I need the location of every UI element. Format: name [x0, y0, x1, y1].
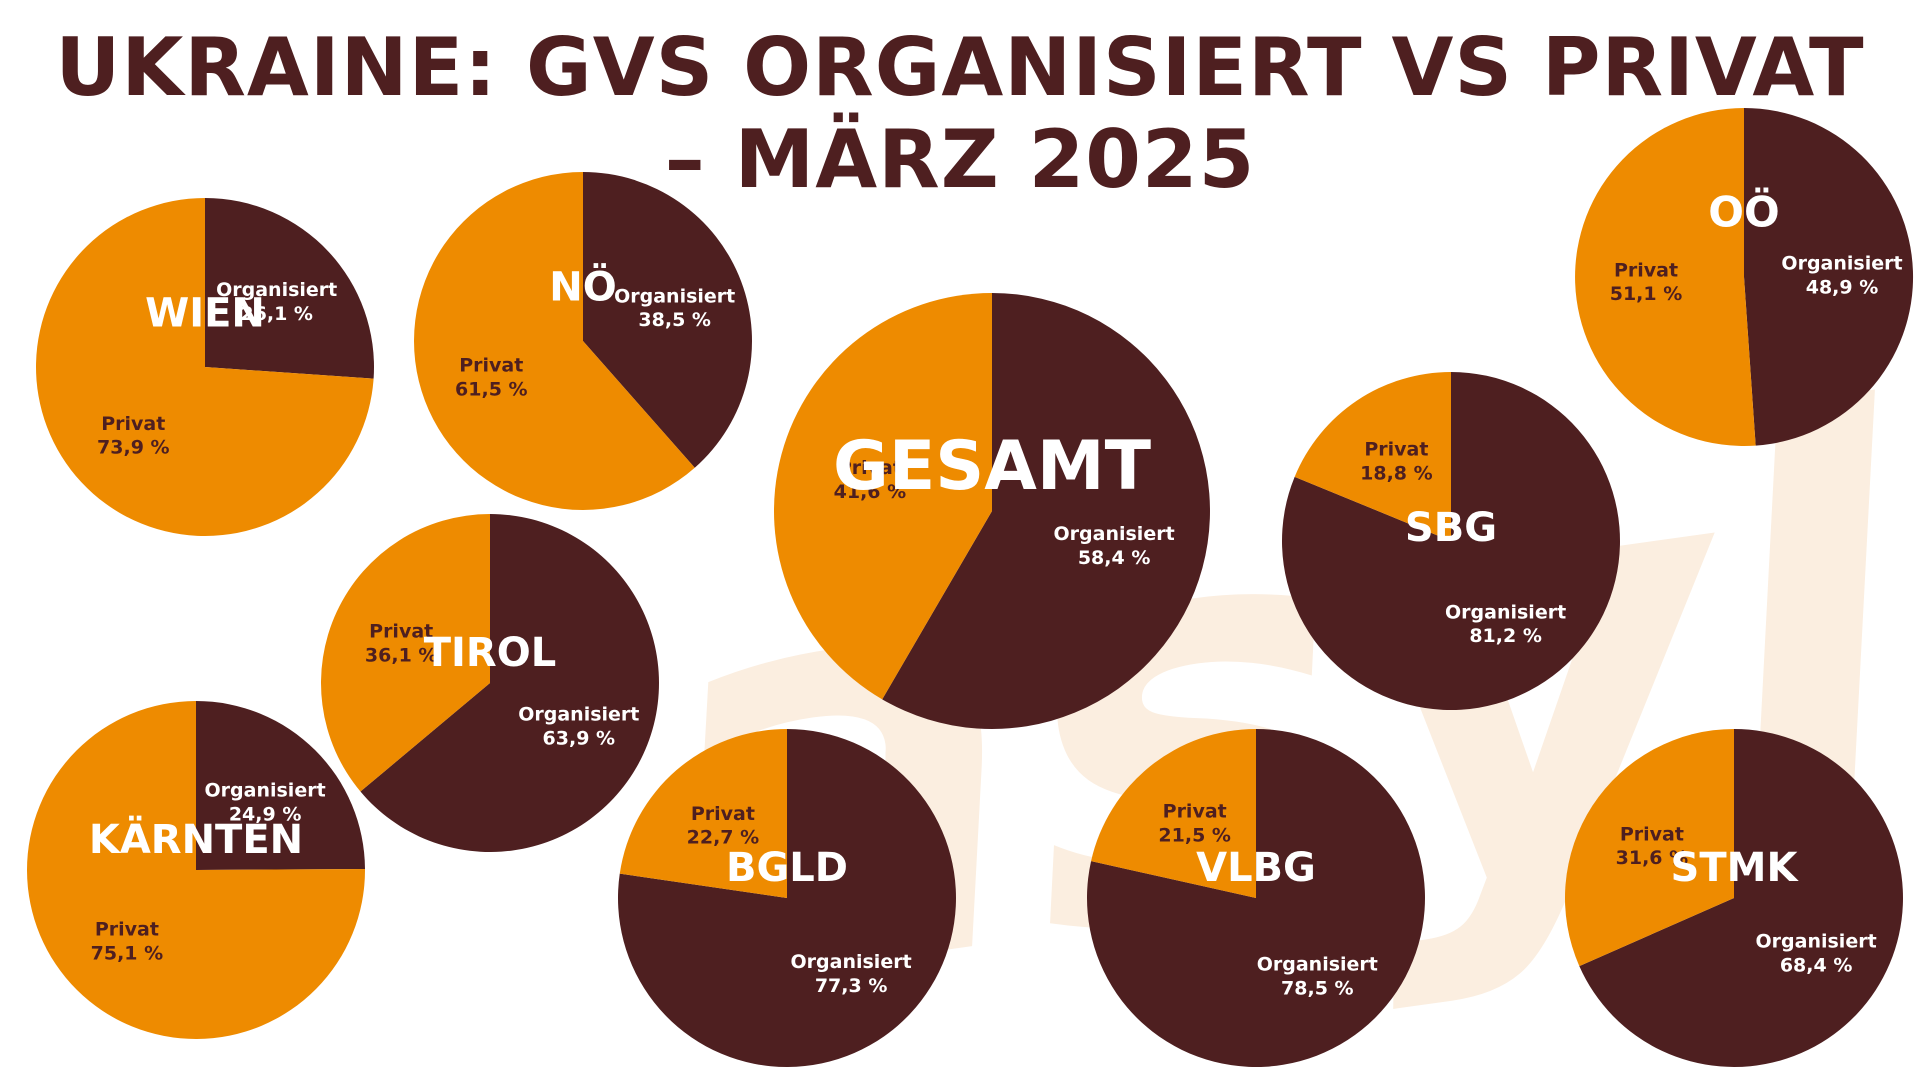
label-privat-kaernten: Privat 75,1 % [91, 919, 164, 965]
label-organisiert-tirol: Organisiert 63,9 % [518, 704, 639, 750]
pie-stmk: Organisiert 68,4 % Privat 31,6 %STMK [1564, 729, 1903, 1068]
region-name-stmk: STMK [1671, 845, 1800, 891]
label-privat-wien: Privat 73,9 % [97, 413, 170, 459]
label-organisiert-bgld: Organisiert 77,3 % [791, 951, 912, 997]
chart-title: UKRAINE: GVS ORGANISIERT VS PRIVAT – MÄR… [0, 22, 1920, 206]
slice-privat-bgld [619, 729, 787, 898]
pie-tirol: Organisiert 63,9 % Privat 36,1 %TIROL [320, 514, 659, 853]
label-privat-noe: Privat 61,5 % [455, 355, 528, 401]
slice-privat-wien [36, 198, 374, 536]
slice-privat-kaernten [27, 701, 366, 1039]
pie-kaernten: Organisiert 24,9 % Privat 75,1 % KÄRNTEN [27, 701, 366, 1039]
label-privat-bgld: Privat 22,7 % [687, 803, 760, 849]
slice-privat-gesamt [773, 292, 992, 700]
pie-wien: Organisiert 26,1 % Privat 73,9 % WIEN [36, 198, 375, 536]
region-name-tirol: TIROL [424, 630, 556, 676]
label-organisiert-wien: Organisiert 26,1 % [216, 279, 337, 325]
slice-organisiert-tirol [360, 514, 659, 853]
slice-organisiert-ooe [1744, 107, 1914, 446]
slice-organisiert-noe [583, 172, 752, 468]
slice-organisiert-stmk [1579, 729, 1903, 1068]
region-name-gesamt: GESAMT [833, 427, 1152, 506]
slice-organisiert-sbg [1281, 372, 1620, 710]
label-organisiert-kaernten: Organisiert 24,9 % [205, 780, 326, 826]
pie-sbg: Organisiert 81,2 % Privat 18,8 % SBG [1281, 372, 1620, 710]
region-name-vlbg: VLBG [1196, 845, 1316, 891]
label-privat-vlbg: Privat 21,5 % [1158, 801, 1231, 847]
slice-privat-stmk [1564, 729, 1734, 967]
label-privat-sbg: Privat 18,8 % [1360, 439, 1433, 485]
pie-gesamt: Organisiert 58,4 % Privat 41,6 %GESAMT [773, 292, 1210, 729]
region-name-sbg: SBG [1405, 505, 1497, 551]
slice-organisiert-gesamt [882, 293, 1210, 729]
slice-privat-sbg [1294, 372, 1451, 541]
region-name-noe: NÖ [549, 262, 616, 310]
pie-bgld: Organisiert 77,3 % Privat 22,7 %BGLD [617, 729, 956, 1067]
slice-organisiert-vlbg [1086, 729, 1425, 1067]
slice-privat-ooe [1575, 108, 1756, 446]
chart-title-line2: – MÄRZ 2025 [664, 113, 1256, 206]
label-privat-ooe: Privat 51,1 % [1610, 259, 1683, 305]
label-privat-tirol: Privat 36,1 % [365, 621, 438, 667]
slice-privat-noe [413, 172, 695, 510]
label-organisiert-ooe: Organisiert 48,9 % [1781, 253, 1902, 299]
pie-vlbg: Organisiert 78,5 % Privat 21,5 %VLBG [1086, 729, 1425, 1067]
pie-noe: Organisiert 38,5 % Privat 61,5 % NÖ [413, 172, 752, 510]
slice-organisiert-bgld [617, 729, 956, 1067]
region-name-bgld: BGLD [726, 845, 848, 891]
label-organisiert-stmk: Organisiert 68,4 % [1756, 931, 1877, 977]
slice-organisiert-wien [205, 198, 375, 379]
chart-title-line1: UKRAINE: GVS ORGANISIERT VS PRIVAT [55, 21, 1865, 114]
label-organisiert-vlbg: Organisiert 78,5 % [1257, 954, 1378, 1000]
label-organisiert-noe: Organisiert 38,5 % [614, 285, 735, 331]
label-privat-gesamt: Privat 41,6 % [834, 457, 907, 503]
region-name-wien: WIEN [145, 290, 265, 336]
label-organisiert-gesamt: Organisiert 58,4 % [1054, 523, 1175, 569]
label-privat-stmk: Privat 31,6 % [1616, 823, 1689, 869]
slice-privat-tirol [320, 514, 490, 792]
label-organisiert-sbg: Organisiert 81,2 % [1445, 601, 1566, 647]
slice-privat-vlbg [1091, 729, 1256, 898]
slice-organisiert-kaernten [196, 701, 365, 870]
region-name-ooe: OÖ [1708, 186, 1779, 236]
region-name-kaernten: KÄRNTEN [89, 815, 303, 863]
pie-ooe: Organisiert 48,9 % Privat 51,1 % OÖ [1575, 107, 1914, 446]
